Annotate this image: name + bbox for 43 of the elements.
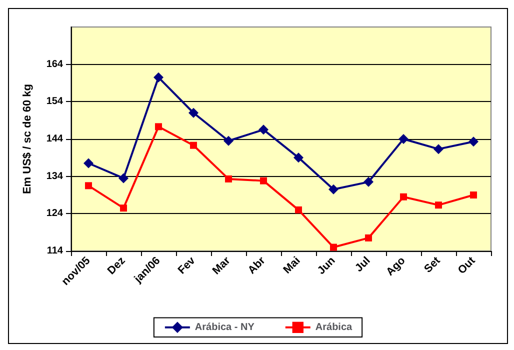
point xyxy=(330,244,337,251)
legend-label: Arábica - NY xyxy=(194,322,255,333)
point xyxy=(468,136,478,147)
point xyxy=(120,204,127,212)
y-tick-label: 114 xyxy=(46,246,64,256)
x-tick-label: Abr xyxy=(246,254,268,277)
x-tick-label: Fev xyxy=(176,254,198,277)
point xyxy=(328,184,338,194)
x-tick-label: Mar xyxy=(210,254,234,278)
point xyxy=(224,136,234,146)
x-tick-label: Out xyxy=(456,254,478,277)
x-tick-label: Jul xyxy=(353,254,373,274)
point xyxy=(294,152,304,163)
y-tick-label: 144 xyxy=(46,134,64,144)
point xyxy=(434,144,444,154)
legend-label: Arábica xyxy=(315,322,353,333)
point xyxy=(470,192,477,198)
x-tick-label: Ago xyxy=(384,254,408,278)
x-tick-label: Jun xyxy=(315,254,338,278)
point xyxy=(155,123,162,130)
point xyxy=(365,234,372,242)
x-tick-label: Set xyxy=(422,254,443,276)
y-tick-label: 164 xyxy=(46,58,64,70)
point xyxy=(398,134,408,144)
x-tick-label: Dez xyxy=(105,254,128,278)
point xyxy=(260,177,267,184)
point xyxy=(118,173,128,184)
point xyxy=(190,142,197,149)
y-tick-label: 124 xyxy=(46,208,64,220)
y-tick-label: 134 xyxy=(46,170,64,182)
point xyxy=(225,175,232,182)
point xyxy=(435,202,442,209)
point xyxy=(364,176,374,187)
point xyxy=(258,124,268,135)
point xyxy=(188,108,198,118)
y-axis-title: Em US$ / sc de 60 kg xyxy=(22,84,34,194)
point xyxy=(154,72,164,82)
y-tick-label: 154 xyxy=(46,96,64,108)
point xyxy=(400,193,407,200)
point xyxy=(84,158,94,168)
point xyxy=(295,206,302,214)
point xyxy=(85,182,92,190)
x-tick-label: Mai xyxy=(281,254,303,276)
